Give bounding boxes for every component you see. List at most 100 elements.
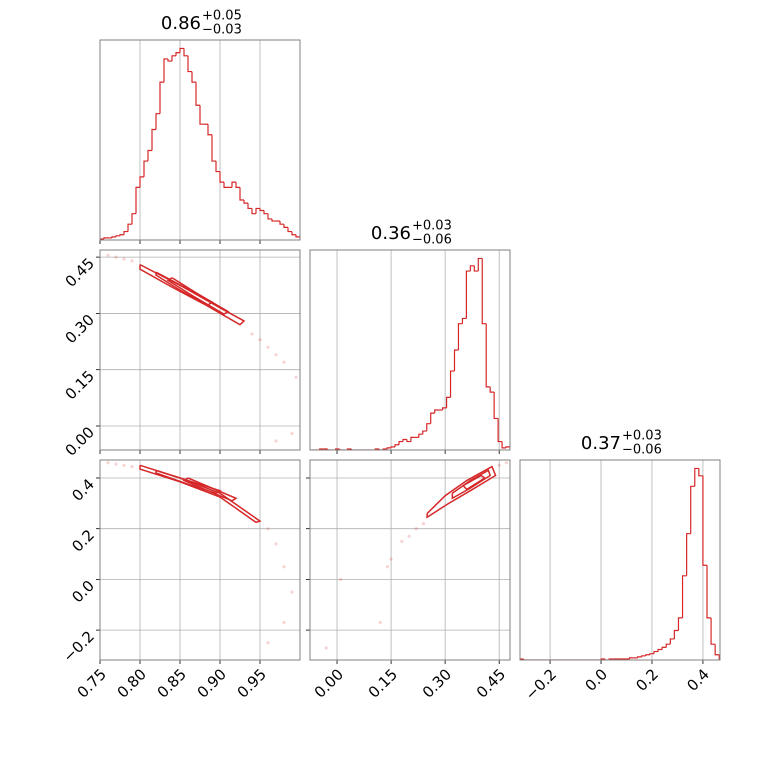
y-tick-label: 0.45 — [62, 254, 98, 290]
contour — [139, 464, 262, 524]
sample-point — [122, 257, 126, 261]
hist-step — [247, 203, 252, 210]
sample-point — [282, 620, 286, 625]
hist-step — [155, 113, 160, 130]
sample-point — [290, 431, 294, 436]
sample-point — [385, 565, 390, 569]
hist-step — [259, 208, 264, 212]
hist-step — [338, 448, 344, 450]
hist-step — [271, 218, 276, 222]
hist-step — [279, 221, 284, 225]
hist-step — [295, 234, 300, 240]
sample-point — [266, 345, 270, 349]
sample-point — [407, 534, 411, 538]
hist-step — [418, 433, 423, 438]
hist-step — [239, 187, 244, 201]
x-tick-label: 0.0 — [581, 665, 611, 695]
hist-step — [698, 468, 703, 477]
sample-point — [266, 641, 270, 645]
hist-step — [445, 396, 451, 408]
contour — [155, 271, 214, 307]
hist-step — [628, 657, 634, 659]
hist-step — [449, 370, 455, 398]
hist-step — [291, 231, 296, 236]
hist-step — [163, 58, 168, 83]
hist-step — [604, 658, 610, 660]
sample-point — [504, 461, 508, 465]
sample-point — [294, 375, 298, 379]
hist-step — [175, 52, 180, 56]
panel-title: 0.37 — [581, 433, 621, 454]
hist-step — [187, 55, 192, 73]
panel: 0.00 0.15 0.30 0.45 — [306, 459, 511, 702]
hist-step — [461, 317, 467, 324]
sample-point — [114, 255, 118, 259]
hist-step — [501, 441, 507, 449]
hist-step — [223, 182, 228, 188]
panel-frame — [309, 249, 511, 451]
panel-frame — [99, 39, 301, 241]
panel-frame — [309, 459, 511, 661]
sample-point — [378, 620, 382, 625]
hist-step — [283, 224, 288, 228]
hist-step — [694, 467, 699, 487]
hist-step — [139, 176, 144, 188]
hist-step — [489, 386, 495, 393]
hist-step — [127, 223, 132, 232]
sample-point — [421, 522, 426, 526]
hist-step — [442, 407, 447, 410]
hist-step — [481, 258, 487, 325]
sample-point — [274, 542, 278, 546]
sample-point — [497, 463, 501, 467]
y-tick-label: 0.15 — [62, 367, 98, 403]
hist-step — [402, 438, 407, 442]
hist-step — [243, 200, 248, 204]
x-tick-label: 0.2 — [632, 665, 662, 695]
hist-step — [123, 230, 128, 235]
hist-step — [505, 446, 510, 450]
panel-title-sub: −0.06 — [622, 443, 662, 458]
panel-title-sup: +0.05 — [202, 9, 242, 24]
hist-step — [327, 448, 332, 450]
hist-step — [430, 412, 435, 424]
panel: 0.36 +0.03−0.06 — [309, 219, 511, 454]
hist-step — [267, 213, 272, 220]
panel-frame — [99, 459, 301, 661]
hist-step — [350, 448, 356, 450]
sample-point — [414, 527, 418, 531]
hist-step — [207, 124, 212, 136]
panel-title-sub: −0.06 — [412, 233, 452, 248]
sample-point — [290, 590, 294, 594]
hist-step — [657, 648, 663, 652]
hist-step — [714, 644, 720, 656]
hist-step — [520, 658, 524, 660]
hist-step — [702, 475, 708, 566]
panel: 0.75 0.80 0.85 0.90 0.95 −0.2 0.0 0.2 0.4 — [60, 459, 301, 702]
sample-point — [106, 253, 110, 257]
hist-step — [378, 448, 384, 450]
panel-title-sup: +0.03 — [622, 429, 662, 444]
y-tick-label: −0.2 — [60, 627, 98, 665]
hist-step — [135, 186, 140, 214]
contour — [462, 474, 487, 491]
hist-step — [477, 257, 483, 272]
hist-step — [287, 227, 292, 233]
hist-step — [681, 575, 687, 618]
hist-step — [151, 128, 156, 151]
contour — [451, 469, 492, 500]
x-tick-label: −0.2 — [522, 665, 560, 703]
hist-step — [199, 105, 204, 125]
sample-point — [324, 646, 328, 650]
sample-point — [274, 353, 278, 357]
hist-step — [669, 638, 675, 645]
hist-step — [263, 210, 268, 215]
hist-step — [522, 658, 528, 660]
hist-step — [665, 643, 671, 648]
y-tick-label: 0.2 — [68, 526, 98, 556]
hist-step — [465, 270, 471, 319]
x-tick-label: 0.95 — [234, 665, 270, 701]
hist-step — [231, 181, 236, 188]
y-tick-label: 0.0 — [68, 577, 98, 607]
contour — [426, 465, 497, 519]
